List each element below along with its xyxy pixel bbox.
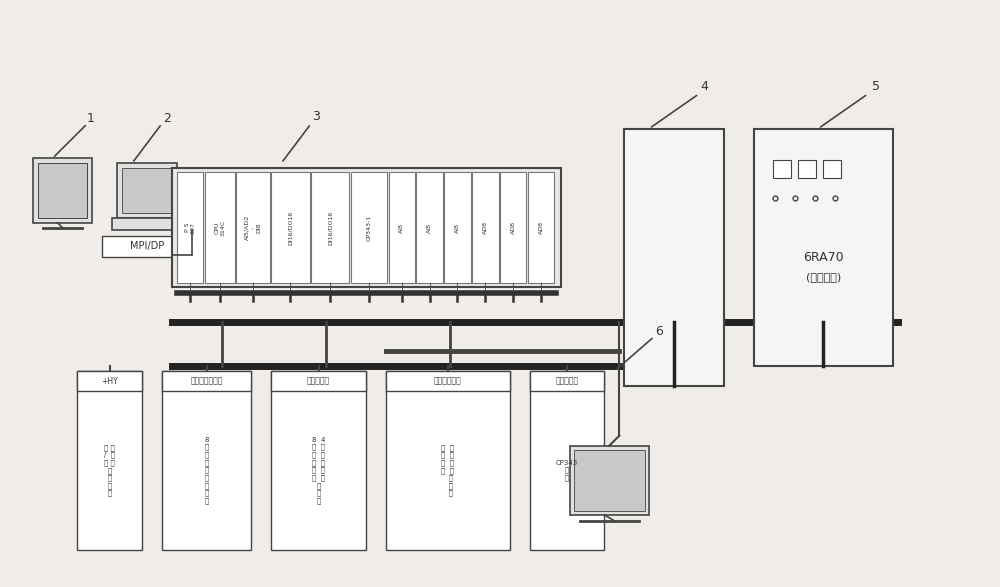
Text: 以太网通讯: 以太网通讯 xyxy=(556,377,579,386)
Text: 2: 2 xyxy=(163,112,171,125)
Bar xyxy=(500,172,526,283)
Bar xyxy=(172,168,561,287)
Text: 1: 1 xyxy=(86,112,94,125)
Bar xyxy=(444,172,471,283)
Text: CPU
314C: CPU 314C xyxy=(214,220,225,236)
Bar xyxy=(530,371,604,391)
Bar xyxy=(117,163,177,218)
Bar xyxy=(389,172,415,283)
Bar xyxy=(162,371,251,549)
Text: 工 液
/  压
口 站
液
压
检
测: 工 液 / 压 口 站 液 压 检 测 xyxy=(104,444,115,497)
Text: 比例阀控制: 比例阀控制 xyxy=(307,377,330,386)
Text: P S
307: P S 307 xyxy=(185,222,195,234)
Text: 8
个
液
压
缸
位
移
检
测: 8 个 液 压 缸 位 移 检 测 xyxy=(204,437,209,504)
Bar xyxy=(33,158,92,222)
Text: 速  推
度  进
反  电
馈  流
   环
   控
   制: 速 推 度 进 反 电 馈 流 环 控 制 xyxy=(441,444,454,497)
Bar xyxy=(77,371,142,391)
Bar xyxy=(754,129,893,366)
Text: CP343-1: CP343-1 xyxy=(366,215,371,241)
Bar xyxy=(472,172,499,283)
Bar xyxy=(386,371,510,391)
Text: DI16/DO16: DI16/DO16 xyxy=(328,211,333,245)
Bar xyxy=(311,172,349,283)
Text: 直流电机控制: 直流电机控制 xyxy=(434,377,462,386)
Text: 5: 5 xyxy=(872,80,880,93)
Bar xyxy=(624,129,724,386)
Text: 6RA70: 6RA70 xyxy=(803,251,844,264)
Text: DI16/DO16: DI16/DO16 xyxy=(288,211,293,245)
Bar xyxy=(823,160,841,178)
Bar xyxy=(205,172,235,283)
Bar xyxy=(386,371,510,549)
Bar xyxy=(798,160,816,178)
Text: AD8: AD8 xyxy=(511,221,516,234)
Bar xyxy=(530,371,604,549)
Bar xyxy=(773,160,791,178)
Bar xyxy=(236,172,270,283)
Bar xyxy=(570,446,649,515)
Bar xyxy=(112,218,182,230)
Text: 8  4
个  个
液  压
压  力
缸  调
位  定
移
控
制: 8 4 个 个 液 压 压 力 缸 调 位 定 移 控 制 xyxy=(312,437,325,504)
Text: AI8: AI8 xyxy=(427,222,432,232)
Bar xyxy=(162,371,251,391)
Text: (直流装置): (直流装置) xyxy=(806,272,841,282)
Text: 6: 6 xyxy=(655,325,663,338)
Bar xyxy=(102,235,192,257)
Text: AI8: AI8 xyxy=(399,222,404,232)
Text: AI5/AD2
-
DI8: AI5/AD2 - DI8 xyxy=(245,215,261,240)
Bar xyxy=(271,371,366,391)
Text: MPI/DP: MPI/DP xyxy=(130,241,164,251)
Text: AI8: AI8 xyxy=(455,222,460,232)
Bar xyxy=(351,172,387,283)
Text: +HY: +HY xyxy=(101,377,118,386)
Text: 3: 3 xyxy=(312,110,320,123)
Bar xyxy=(271,371,366,549)
Text: CP343
控
制: CP343 控 制 xyxy=(556,460,578,481)
Bar xyxy=(177,172,203,283)
Bar xyxy=(38,163,87,218)
Text: 液压缸位移检测: 液压缸位移检测 xyxy=(190,377,223,386)
Bar xyxy=(271,172,310,283)
Bar xyxy=(416,172,443,283)
Bar xyxy=(574,450,645,511)
Text: AD8: AD8 xyxy=(539,221,544,234)
Bar xyxy=(528,172,554,283)
Bar xyxy=(77,371,142,549)
Bar xyxy=(122,168,172,212)
Text: AD8: AD8 xyxy=(483,221,488,234)
Text: 4: 4 xyxy=(700,80,708,93)
